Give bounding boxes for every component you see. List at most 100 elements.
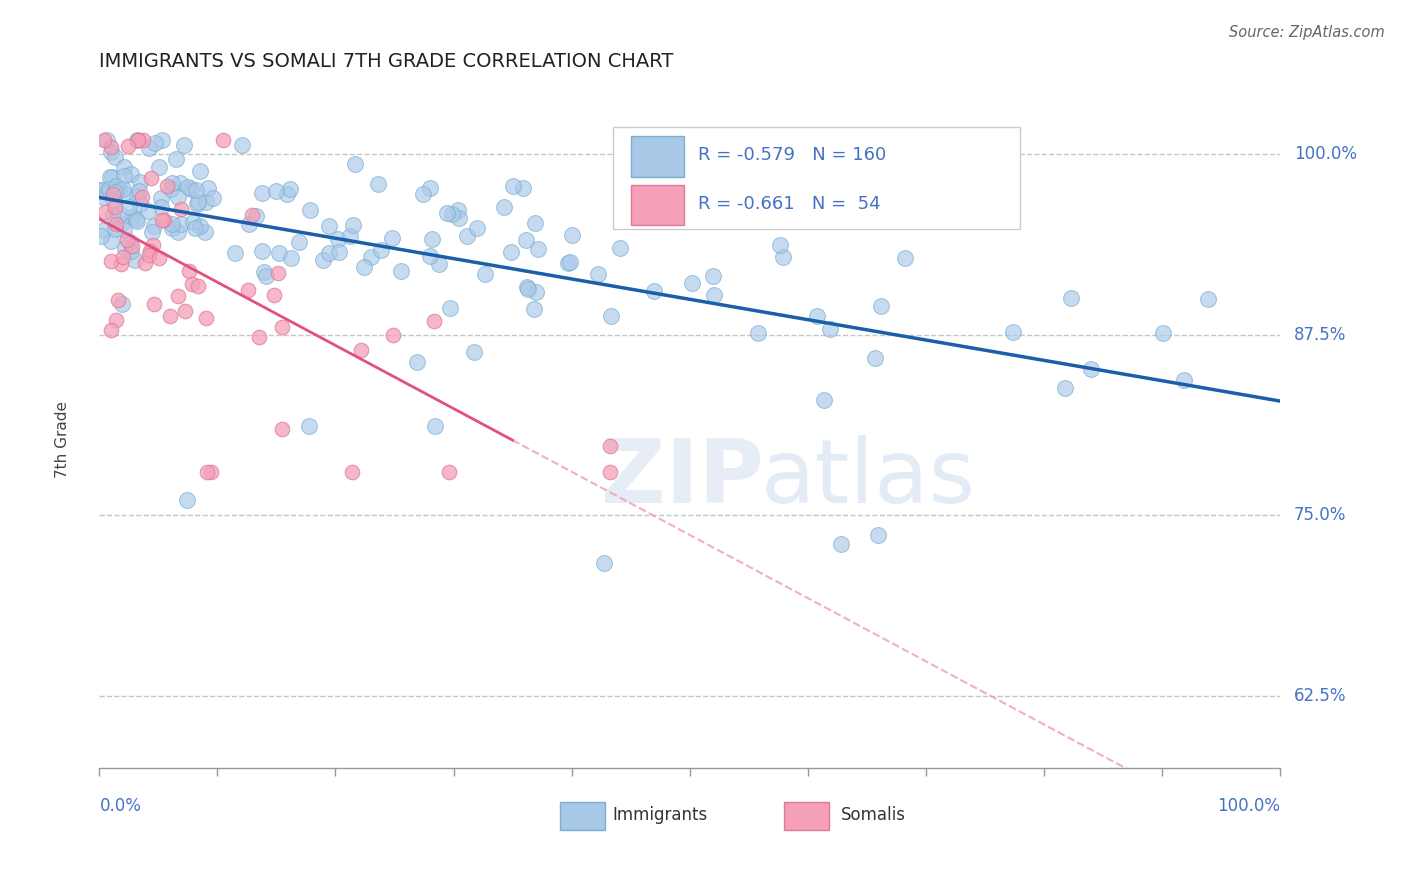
Point xyxy=(156,179,179,194)
Point xyxy=(599,439,621,453)
Point xyxy=(186,197,208,211)
Point xyxy=(149,191,172,205)
Point xyxy=(160,221,183,235)
FancyBboxPatch shape xyxy=(613,128,1021,229)
Point xyxy=(101,169,124,184)
Point xyxy=(170,217,193,231)
Point xyxy=(1080,361,1102,376)
Point xyxy=(1173,373,1195,387)
Point xyxy=(267,266,290,280)
Point xyxy=(499,244,522,259)
Point xyxy=(298,419,321,434)
Point xyxy=(120,244,142,258)
Point xyxy=(830,536,852,550)
Point xyxy=(893,252,915,266)
Point xyxy=(276,186,298,201)
Point xyxy=(112,223,135,237)
Point xyxy=(456,228,478,243)
Point xyxy=(188,219,211,233)
Point xyxy=(149,200,172,214)
Point xyxy=(160,182,183,196)
Point xyxy=(188,164,211,178)
Point xyxy=(254,268,277,283)
Point xyxy=(138,141,160,155)
Point xyxy=(125,214,148,228)
Point xyxy=(107,293,129,307)
Point xyxy=(129,175,152,189)
Point xyxy=(818,322,841,336)
Point xyxy=(527,242,550,256)
Point xyxy=(264,184,287,198)
Point xyxy=(439,301,461,316)
Text: R = -0.579   N = 160: R = -0.579 N = 160 xyxy=(697,146,886,164)
Point xyxy=(772,250,794,264)
Point xyxy=(89,183,111,197)
Point xyxy=(165,152,187,166)
Text: ZIP: ZIP xyxy=(602,435,763,523)
Point xyxy=(436,206,458,220)
Point xyxy=(253,265,276,279)
Point xyxy=(100,140,122,154)
Point xyxy=(381,230,404,244)
Point xyxy=(1001,325,1024,339)
Point xyxy=(245,209,267,223)
Point xyxy=(104,186,127,200)
Point xyxy=(186,183,208,197)
Point xyxy=(176,493,198,508)
Bar xyxy=(785,802,830,830)
Point xyxy=(868,528,890,542)
Point xyxy=(463,344,485,359)
Point xyxy=(150,133,173,147)
Point xyxy=(112,160,135,174)
Point xyxy=(202,191,225,205)
Point xyxy=(423,419,446,434)
Point xyxy=(127,133,149,147)
Point xyxy=(524,285,547,300)
Point xyxy=(517,282,540,296)
Point xyxy=(474,267,496,281)
Point xyxy=(96,186,118,200)
Point xyxy=(423,313,446,327)
Point xyxy=(170,202,193,216)
Point xyxy=(186,194,208,209)
Point xyxy=(125,189,148,203)
Point xyxy=(105,313,128,327)
Point xyxy=(173,137,195,152)
Point xyxy=(370,243,392,257)
Text: Source: ZipAtlas.com: Source: ZipAtlas.com xyxy=(1229,25,1385,40)
Point xyxy=(169,176,191,190)
Point xyxy=(138,248,160,262)
Point xyxy=(806,310,828,324)
Point xyxy=(142,219,165,233)
Point xyxy=(112,182,135,196)
Point xyxy=(100,253,122,268)
Point xyxy=(187,278,209,293)
Point xyxy=(98,169,121,184)
Point xyxy=(121,238,143,252)
Point xyxy=(91,190,114,204)
Point xyxy=(318,219,340,234)
Point xyxy=(236,283,259,297)
Point xyxy=(419,181,441,195)
Point xyxy=(318,246,340,260)
Point xyxy=(560,254,582,268)
Point xyxy=(299,202,322,217)
Text: IMMIGRANTS VS SOMALI 7TH GRADE CORRELATION CHART: IMMIGRANTS VS SOMALI 7TH GRADE CORRELATI… xyxy=(100,53,673,71)
Point xyxy=(117,233,139,247)
Point xyxy=(247,330,270,344)
Point xyxy=(100,323,122,337)
Point xyxy=(183,215,205,229)
Point xyxy=(870,299,893,313)
Point xyxy=(250,186,273,200)
Point xyxy=(124,253,146,268)
Bar xyxy=(630,136,683,177)
Point xyxy=(110,257,132,271)
Point xyxy=(242,208,264,222)
Point xyxy=(600,309,623,323)
Point xyxy=(148,160,170,174)
Point xyxy=(148,251,170,265)
Point xyxy=(344,157,367,171)
Point xyxy=(437,465,460,479)
Point xyxy=(340,465,363,479)
Point xyxy=(127,133,149,147)
